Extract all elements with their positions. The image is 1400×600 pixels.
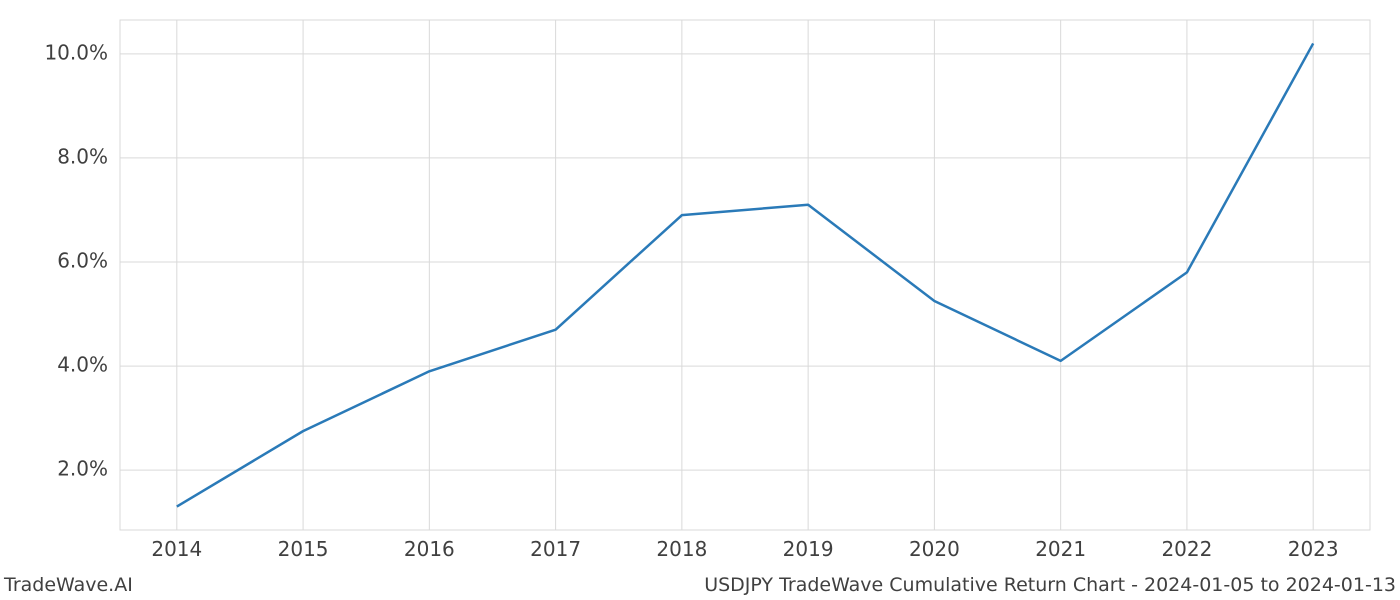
y-tick-label: 10.0% <box>44 40 108 64</box>
x-tick-label: 2020 <box>909 537 960 561</box>
x-tick-label: 2022 <box>1161 537 1212 561</box>
y-tick-label: 6.0% <box>57 248 108 272</box>
chart-container: 2.0% 4.0% 6.0% 8.0% 10.0% 2014 2015 2016 2017 201… <box>0 0 1400 600</box>
footer-left-label: TradeWave.AI <box>4 574 133 596</box>
y-tick-label: 8.0% <box>57 144 108 168</box>
footer-right-label: USDJPY TradeWave Cumulative Return Chart… <box>704 574 1396 596</box>
x-tick-label: 2017 <box>530 537 581 561</box>
x-tick-label: 2019 <box>783 537 834 561</box>
series-line <box>177 43 1313 506</box>
x-tick-label: 2023 <box>1288 537 1339 561</box>
line-chart: 2.0% 4.0% 6.0% 8.0% 10.0% 2014 2015 2016 2017 201… <box>0 0 1400 600</box>
x-tick-label: 2016 <box>404 537 455 561</box>
x-tick-label: 2018 <box>656 537 707 561</box>
y-tick-label: 2.0% <box>57 457 108 481</box>
x-tick-label: 2015 <box>278 537 329 561</box>
x-tick-label: 2021 <box>1035 537 1086 561</box>
y-tick-label: 4.0% <box>57 353 108 377</box>
x-tick-label: 2014 <box>151 537 202 561</box>
